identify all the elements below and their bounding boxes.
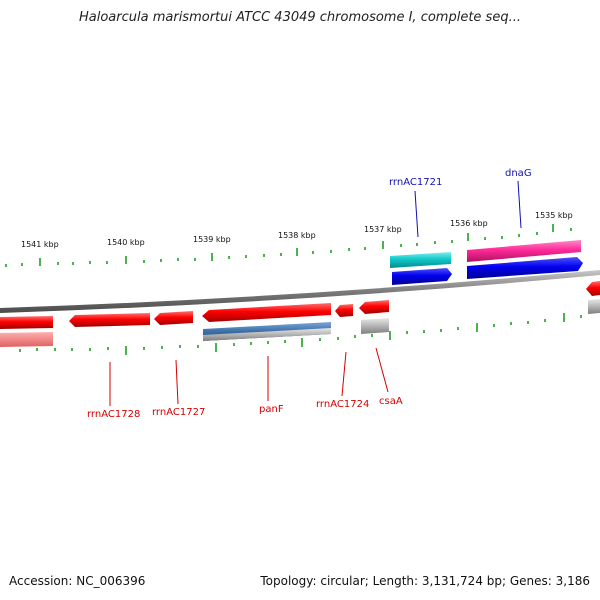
scale-label-1540: 1540 kbp [107,238,145,247]
rrnAC1726-feature[interactable] [154,311,193,325]
gene-label-rrnAC1724[interactable]: rrnAC1724 [316,399,369,410]
dnaG-cds[interactable] [467,257,583,279]
edge-feature[interactable] [586,281,600,296]
gene-label-rrnAC1727[interactable]: rrnAC1727 [152,407,205,418]
scale-label-1535: 1535 kbp [535,211,573,220]
map-title: Haloarcula marismortui ATCC 43049 chromo… [79,10,521,25]
panF-shadow [203,328,331,341]
edge-shadow [588,299,600,314]
inner-tick-ring [19,313,582,355]
gene-label-csaA[interactable]: csaA [379,396,403,407]
scale-label-1537: 1537 kbp [364,225,402,234]
topology-summary: Topology: circular; Length: 3,131,724 bp… [260,574,590,588]
gene-labels: rrnAC1728 rrnAC1727 panF rrnAC1724 csaA … [87,168,532,420]
rrnAC1721-cds[interactable] [392,268,452,285]
gene-label-panF[interactable]: panF [259,404,284,415]
panF-feature[interactable] [202,303,331,322]
accession-text: Accession: NC_006396 [9,574,146,588]
rrnAC1721-feature[interactable] [390,252,451,268]
csaA-shadow [361,318,389,334]
scale-label-1539: 1539 kbp [193,235,231,244]
rrnAC1724-feature[interactable] [335,304,353,317]
rrnAC1728-shadow [0,332,53,347]
dnaG-feature[interactable] [467,240,581,262]
chromosome-backbone [0,270,600,313]
gene-label-rrnAC1728[interactable]: rrnAC1728 [87,409,140,420]
forward-features [390,240,583,285]
scale-label-1538: 1538 kbp [278,231,316,240]
rrnAC1727-feature[interactable] [69,313,150,327]
reverse-features [0,281,600,347]
outer-tick-ring [5,224,572,267]
gene-label-rrnAC1721[interactable]: rrnAC1721 [389,177,442,188]
rrnAC1728-feature[interactable] [0,316,53,329]
gene-label-dnaG[interactable]: dnaG [505,168,532,179]
scale-label-1541: 1541 kbp [21,240,59,249]
scale-label-1536: 1536 kbp [450,219,488,228]
csaA-feature[interactable] [359,300,389,314]
label-leaders [109,180,522,406]
scale-labels: 1541 kbp 1540 kbp 1539 kbp 1538 kbp 1537… [21,211,573,249]
